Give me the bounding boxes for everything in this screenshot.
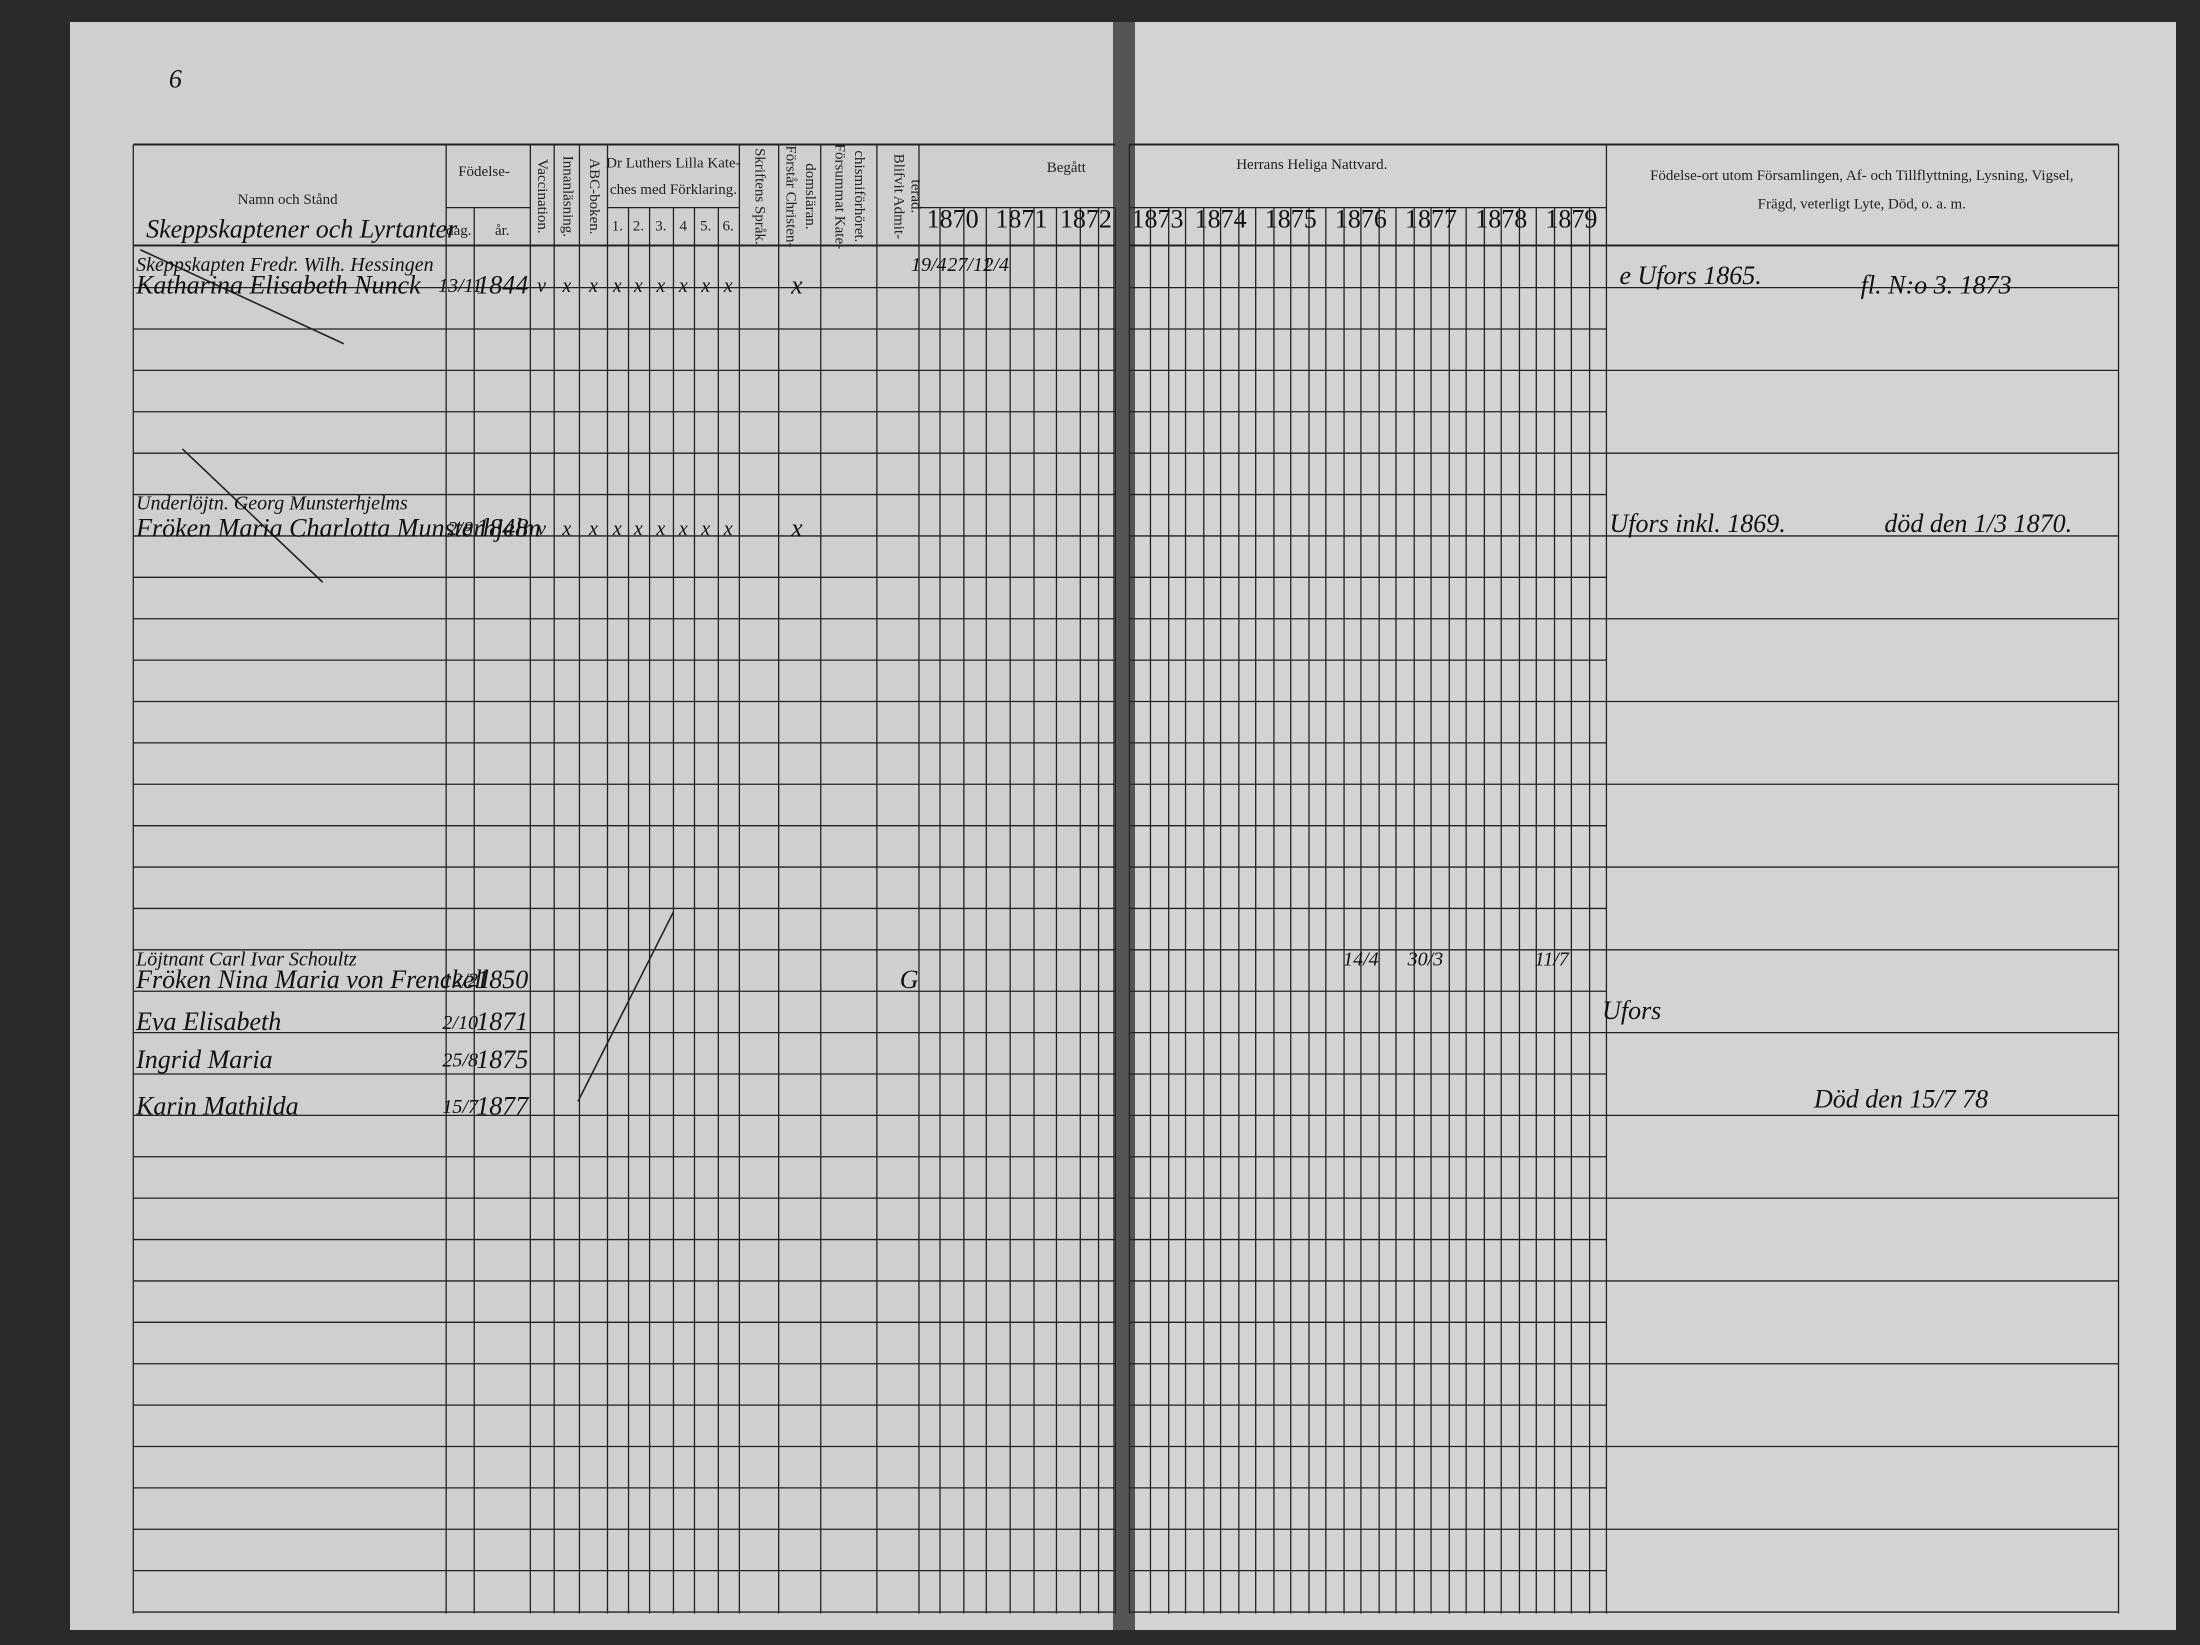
text: x: [561, 518, 571, 540]
text: 25/8: [442, 1050, 478, 1072]
text: fl. N:o 3. 1873: [1861, 271, 2012, 300]
text: Försummat Kate-: [832, 144, 848, 249]
text: Fröken Maria Charlotta Munsterhjelm: [135, 513, 541, 542]
text: Namn och Stånd: [238, 192, 338, 208]
text: ABC-boken.: [586, 158, 602, 234]
text: x: [700, 275, 710, 297]
text: 6: [169, 64, 182, 93]
text: 1876: [1335, 205, 1387, 234]
text: 14/4: [1343, 949, 1379, 971]
text: 1877: [476, 1091, 529, 1120]
text: x: [678, 518, 688, 540]
text: domsläran.: [802, 163, 818, 229]
text: 2.: [633, 219, 644, 235]
text: Dr Luthers Lilla Kate-: [606, 156, 741, 172]
rule: [139, 249, 345, 345]
text: x: [588, 275, 598, 297]
text: x: [561, 275, 571, 297]
text: 1848: [476, 513, 528, 542]
text: Löjtnant Carl Ivar Schoultz: [135, 949, 357, 971]
text: Karin Mathilda: [135, 1091, 299, 1120]
text: Skeppskapten Fredr. Wilh. Hessingen: [136, 254, 434, 276]
text: e Ufors 1865.: [1619, 261, 1761, 290]
text: 1.: [612, 219, 623, 235]
text: död den 1/3 1870.: [1884, 509, 2072, 538]
text: 1870: [927, 205, 979, 234]
text: x: [790, 513, 803, 542]
text: 27/11: [947, 254, 991, 276]
text: 2/4: [983, 254, 1009, 276]
text: Födelse-: [458, 164, 510, 180]
text: x: [723, 275, 733, 297]
text: x: [633, 275, 643, 297]
text: x: [612, 275, 622, 297]
text: 1844: [476, 271, 528, 300]
text: 3.: [655, 219, 666, 235]
rule: [577, 911, 675, 1102]
text: 15/7: [442, 1096, 479, 1118]
text: Ufors: [1602, 996, 1661, 1025]
text: 12/2: [442, 970, 478, 992]
text: 4: [680, 219, 688, 235]
text: 1871: [995, 205, 1047, 234]
text: 1877: [1405, 205, 1457, 234]
text: 1875: [476, 1045, 528, 1074]
text: Begått: [1047, 160, 1087, 176]
text: 1874: [1195, 205, 1247, 234]
rule: [181, 448, 324, 583]
text: Ufors inkl. 1869.: [1610, 509, 1786, 538]
text: Frägd, veterligt Lyte, Död, o. a. m.: [1758, 196, 1966, 212]
text: 6.: [723, 219, 734, 235]
text: Katharina Elisabeth Nunck: [135, 271, 421, 300]
text: x: [612, 518, 622, 540]
text: 11/7: [1535, 949, 1570, 971]
text: x: [678, 275, 688, 297]
text: 5.: [700, 219, 711, 235]
text: 2/10: [442, 1012, 478, 1034]
text: 1872: [1060, 205, 1112, 234]
text: år.: [495, 223, 510, 239]
text: 1850: [476, 965, 528, 994]
text: 13/11: [438, 275, 482, 297]
text: 1871: [476, 1007, 528, 1036]
text: Eva Elisabeth: [135, 1007, 281, 1036]
text: Födelse-ort utom Församlingen, Af- och T…: [1650, 168, 2073, 184]
text-layer: 6 Namn och Stånd Födelse-dag. år. Vaccinatio…: [135, 64, 2073, 1120]
text: x: [700, 518, 710, 540]
text: 1875: [1265, 205, 1317, 234]
text: v: [537, 518, 546, 540]
text: Innanläsning.: [559, 156, 575, 237]
text: v: [537, 275, 546, 297]
text: Underlöjtn. Georg Munsterhjelms: [136, 493, 408, 515]
text: ches med Förklaring.: [610, 182, 737, 198]
text: Skriftens Språk.: [752, 148, 768, 245]
text: Skeppskaptener och Lyrtanter: [146, 214, 458, 243]
text: x: [655, 518, 665, 540]
text: Herrans Heliga Nattvard.: [1236, 157, 1387, 173]
text: 1878: [1475, 205, 1527, 234]
text: x: [633, 518, 643, 540]
text: Vaccination.: [534, 159, 550, 234]
text: chismiförhöret.: [851, 150, 867, 242]
ruled-grid: [132, 143, 2120, 1614]
text: 30/3: [1407, 949, 1444, 971]
text: Död den 15/7 78: [1813, 1084, 1988, 1113]
text: terad.: [907, 180, 923, 214]
text: x: [723, 518, 733, 540]
text: Förstår Christen-: [782, 145, 798, 247]
text: Blifvit Admit-: [890, 154, 906, 239]
text: 2/8: [447, 518, 473, 540]
text: x: [790, 271, 803, 300]
text: 19/4: [911, 254, 947, 276]
text: Fröken Nina Maria von Frenckell: [135, 965, 489, 994]
text: 1873: [1131, 205, 1183, 234]
text: Ingrid Maria: [135, 1045, 273, 1074]
text: dag.: [446, 223, 471, 239]
text: 1879: [1545, 205, 1597, 234]
text: x: [588, 518, 598, 540]
text: G: [900, 965, 919, 994]
text: x: [655, 275, 665, 297]
